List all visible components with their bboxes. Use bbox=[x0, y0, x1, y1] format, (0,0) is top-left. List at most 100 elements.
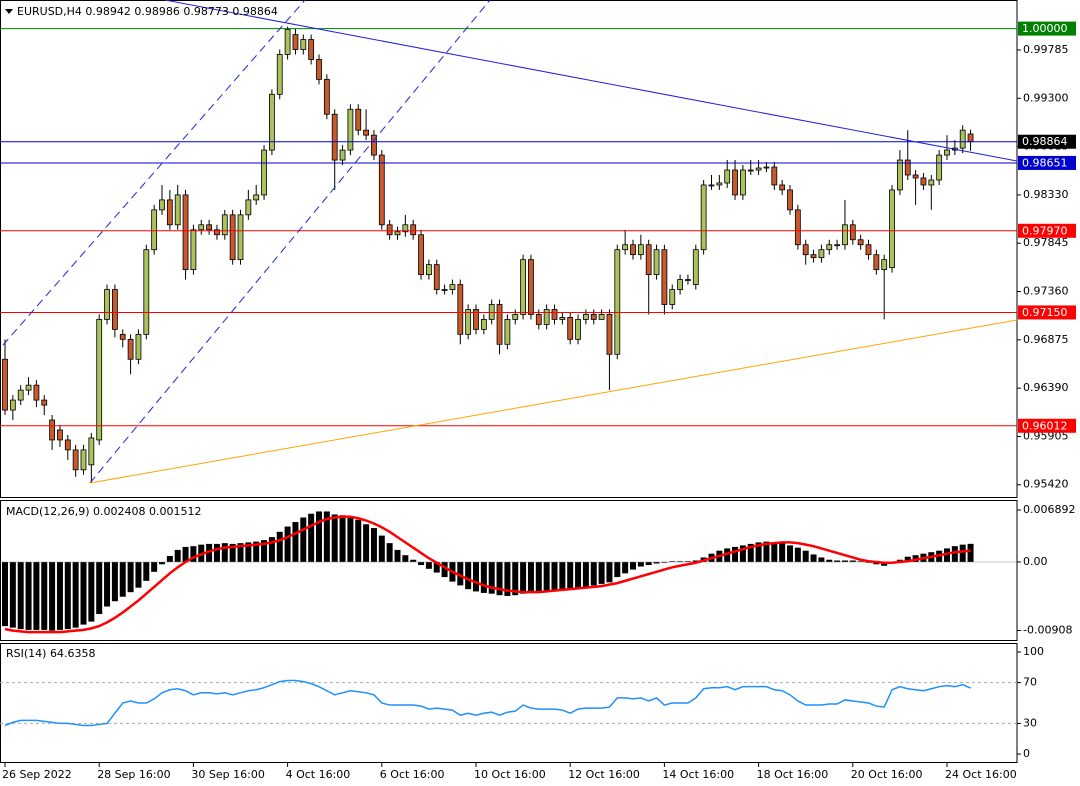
price-label: 0.98651 bbox=[1022, 156, 1068, 169]
candle-body bbox=[17, 389, 24, 401]
macd-bar bbox=[49, 562, 56, 631]
macd-bar bbox=[111, 562, 118, 602]
macd-bar bbox=[276, 531, 283, 563]
candle-body bbox=[724, 169, 731, 184]
candle-body bbox=[371, 134, 377, 156]
candle-body bbox=[849, 224, 856, 241]
candle-body bbox=[700, 184, 707, 251]
macd-bar bbox=[292, 522, 299, 563]
x-tick-label: 14 Oct 16:00 bbox=[662, 768, 734, 781]
candle-body bbox=[559, 317, 566, 320]
candle-body bbox=[214, 229, 220, 236]
candle-body bbox=[174, 194, 181, 226]
panel-frame bbox=[0, 0, 1018, 498]
macd-bar bbox=[645, 562, 652, 566]
candle-body bbox=[535, 314, 542, 325]
rsi-header: RSI(14) 64.6358 bbox=[6, 647, 95, 660]
y-tick-label: 0.98330 bbox=[1023, 188, 1069, 201]
macd-bar bbox=[669, 561, 676, 563]
candle-body bbox=[732, 169, 738, 196]
x-tick-label: 26 Sep 2022 bbox=[2, 768, 72, 781]
candle-body bbox=[779, 184, 786, 191]
candle-body bbox=[49, 419, 55, 441]
macd-bar bbox=[268, 537, 275, 563]
candle-body bbox=[802, 244, 809, 256]
macd-bar bbox=[951, 546, 958, 563]
macd-bar bbox=[9, 562, 16, 628]
price-label-box bbox=[1018, 305, 1076, 320]
candle-body bbox=[512, 314, 519, 320]
y-tick-label: 0.006892 bbox=[1023, 503, 1076, 516]
candle-body bbox=[590, 314, 597, 320]
candle-body bbox=[575, 319, 581, 340]
macd-bar bbox=[159, 562, 165, 565]
macd-bar bbox=[582, 562, 589, 587]
candle-body bbox=[716, 182, 723, 186]
candle-body bbox=[771, 166, 778, 186]
macd-bar bbox=[308, 513, 315, 563]
macd-bar bbox=[143, 562, 150, 581]
price-label-box bbox=[1018, 418, 1076, 433]
menu-icon[interactable] bbox=[5, 9, 13, 14]
macd-bar bbox=[575, 562, 582, 588]
macd-bar bbox=[127, 562, 134, 593]
candle-body bbox=[9, 399, 16, 411]
y-tick-label: 100 bbox=[1023, 645, 1044, 658]
price-label-box bbox=[1018, 155, 1076, 170]
macd-bar bbox=[488, 562, 495, 594]
headers: EURUSD,H4 0.98942 0.98986 0.98773 0.9886… bbox=[5, 5, 278, 660]
macd-bar bbox=[653, 562, 660, 564]
macd-bar bbox=[331, 514, 338, 563]
macd-bar bbox=[496, 562, 503, 596]
candle-body bbox=[504, 319, 511, 345]
macd-bar bbox=[959, 544, 966, 563]
macd-bar bbox=[794, 547, 801, 563]
candle-body bbox=[944, 149, 950, 156]
macd-bar bbox=[174, 549, 181, 563]
y-tick-label: 0.99785 bbox=[1023, 43, 1069, 56]
macd-bar bbox=[221, 543, 228, 563]
macd-bar bbox=[88, 562, 95, 622]
macd-bar bbox=[904, 556, 911, 563]
macd-bar bbox=[206, 543, 213, 563]
y-tick-label: 70 bbox=[1023, 676, 1037, 689]
macd-bar bbox=[17, 562, 24, 630]
macd-bar bbox=[25, 562, 32, 630]
candle-body bbox=[276, 54, 283, 95]
candle-body bbox=[237, 214, 244, 261]
macd-bar bbox=[402, 555, 409, 563]
macd-bar bbox=[386, 543, 393, 563]
macd-bar bbox=[512, 562, 519, 596]
y-tick-label: 0.96390 bbox=[1023, 381, 1069, 394]
candle-body bbox=[143, 249, 150, 335]
symbol: EURUSD,H4 bbox=[17, 5, 82, 18]
candle-body bbox=[135, 333, 142, 360]
candle-body bbox=[496, 304, 503, 345]
candle-body bbox=[794, 209, 801, 246]
candle-body bbox=[64, 439, 71, 451]
macd-bar bbox=[527, 562, 534, 593]
macd-bar bbox=[135, 562, 142, 588]
rsi-title: RSI(14) bbox=[6, 647, 46, 660]
y-tick-label: 0.96875 bbox=[1023, 333, 1069, 346]
header-open: 0.98942 bbox=[85, 5, 131, 18]
macd-bar bbox=[378, 535, 385, 563]
candle-body bbox=[755, 167, 762, 171]
macd-bar bbox=[33, 562, 40, 630]
candle-body bbox=[685, 279, 691, 281]
trend-lines bbox=[2, 0, 1018, 484]
x-tick-label: 4 Oct 16:00 bbox=[286, 768, 351, 781]
candle-body bbox=[182, 194, 189, 271]
candle-body bbox=[339, 149, 346, 161]
candle-body bbox=[229, 214, 236, 261]
candle-body bbox=[763, 166, 770, 169]
signal-value: 0.001512 bbox=[149, 505, 202, 518]
candle-body bbox=[190, 229, 197, 271]
candle-body bbox=[661, 249, 668, 305]
candle-body bbox=[378, 154, 385, 226]
macd-bar bbox=[630, 562, 636, 570]
price-label: 0.97970 bbox=[1022, 224, 1068, 237]
macd-bar bbox=[56, 562, 63, 630]
y-tick-label: 0.97845 bbox=[1023, 236, 1069, 249]
macd-bar bbox=[316, 511, 322, 563]
